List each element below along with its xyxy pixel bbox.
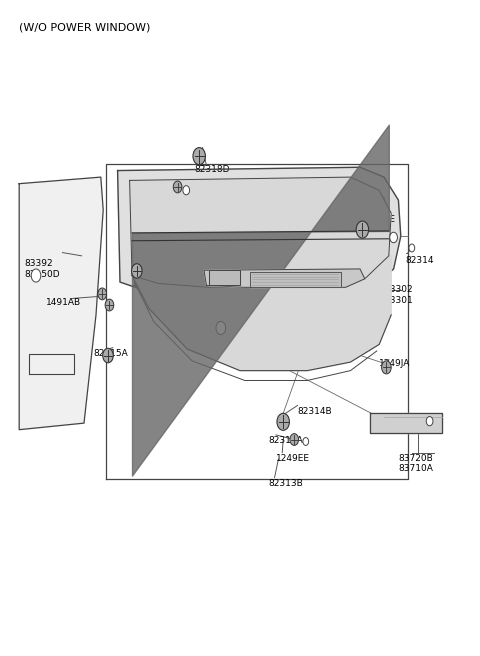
Text: 82313A: 82313A	[269, 436, 303, 445]
Text: 82315A: 82315A	[94, 349, 128, 358]
Polygon shape	[130, 177, 391, 287]
Text: 83392
83150D: 83392 83150D	[24, 259, 60, 279]
Polygon shape	[118, 167, 401, 295]
Text: 83720B
83710A: 83720B 83710A	[398, 454, 433, 474]
Text: 83241
83231: 83241 83231	[161, 220, 190, 239]
Text: 1249EE: 1249EE	[276, 454, 310, 463]
Text: 82313A: 82313A	[346, 233, 380, 242]
Circle shape	[216, 321, 226, 335]
Text: 1249GE: 1249GE	[130, 195, 165, 204]
Text: 82314B: 82314B	[298, 407, 332, 416]
Circle shape	[382, 361, 391, 374]
Text: 1249JA: 1249JA	[379, 359, 410, 369]
Circle shape	[132, 264, 142, 278]
Text: 82318D: 82318D	[194, 165, 230, 174]
Text: 1249LB: 1249LB	[132, 279, 166, 288]
Polygon shape	[370, 413, 442, 433]
Circle shape	[173, 181, 182, 193]
Circle shape	[105, 299, 114, 311]
Polygon shape	[19, 177, 103, 430]
Polygon shape	[209, 270, 240, 285]
Circle shape	[426, 417, 433, 426]
Circle shape	[183, 186, 190, 195]
Polygon shape	[204, 269, 365, 287]
Text: 1249BD: 1249BD	[142, 256, 177, 265]
Text: 1249EE: 1249EE	[362, 215, 396, 224]
Text: (W/O POWER WINDOW): (W/O POWER WINDOW)	[19, 23, 151, 33]
Text: 83302
83301: 83302 83301	[384, 285, 413, 305]
Text: 1491AB: 1491AB	[46, 298, 81, 308]
Circle shape	[98, 288, 107, 300]
Circle shape	[409, 244, 415, 252]
Circle shape	[31, 269, 41, 282]
Circle shape	[103, 348, 113, 363]
Text: 84747: 84747	[412, 415, 440, 424]
Circle shape	[290, 434, 299, 445]
Polygon shape	[250, 272, 341, 287]
Circle shape	[277, 413, 289, 430]
Text: 82314: 82314	[406, 256, 434, 265]
Polygon shape	[130, 256, 391, 371]
Circle shape	[193, 148, 205, 165]
Circle shape	[390, 232, 397, 243]
Circle shape	[356, 221, 369, 238]
Text: 82313: 82313	[358, 197, 386, 206]
Circle shape	[303, 438, 309, 445]
Text: 82313B: 82313B	[269, 479, 303, 488]
